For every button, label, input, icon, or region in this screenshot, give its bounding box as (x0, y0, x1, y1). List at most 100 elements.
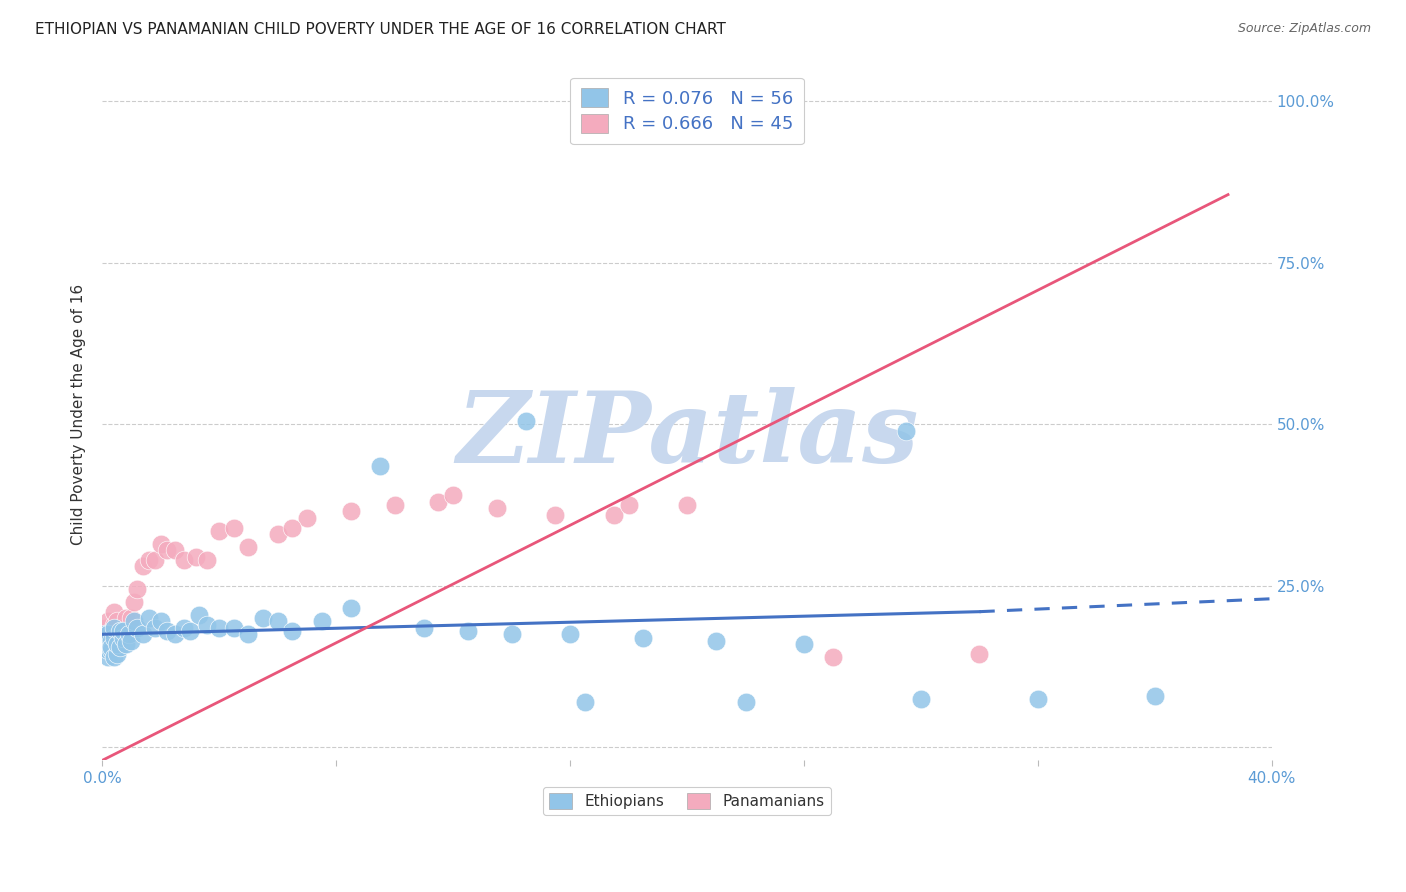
Point (103, 649, 125, 664)
Text: ETHIOPIAN VS PANAMANIAN CHILD POVERTY UNDER THE AGE OF 16 CORRELATION CHART: ETHIOPIAN VS PANAMANIAN CHILD POVERTY UN… (35, 22, 725, 37)
Point (165, 543, 187, 558)
Point (574, 695, 596, 709)
Text: ZIPatlas: ZIPatlas (456, 387, 918, 483)
Point (197, 617, 219, 632)
Point (823, 649, 845, 664)
Point (266, 615, 288, 629)
Point (208, 621, 231, 635)
Point (384, 498, 406, 512)
Y-axis label: Child Poverty Under the Age of 16: Child Poverty Under the Age of 16 (72, 284, 86, 545)
Point (100, 633, 122, 648)
Point (103, 605, 125, 619)
Text: Source: ZipAtlas.com: Source: ZipAtlas.com (1237, 22, 1371, 36)
Point (222, 520, 245, 534)
Point (120, 633, 142, 648)
Point (97, 627, 120, 641)
Point (603, 508, 626, 522)
Point (149, 537, 172, 551)
Point (97, 643, 120, 657)
Point (197, 553, 219, 567)
Point (441, 488, 464, 502)
Point (94, 637, 117, 651)
Point (457, 624, 479, 638)
Point (515, 414, 537, 428)
Point (103, 621, 125, 635)
Point (127, 621, 149, 635)
Point (111, 621, 134, 635)
Point (117, 627, 139, 641)
Point (97, 615, 120, 629)
Point (222, 621, 245, 635)
Point (184, 549, 207, 564)
Point (149, 615, 172, 629)
Point (103, 617, 125, 632)
Point (173, 621, 195, 635)
Point (105, 647, 128, 661)
Point (105, 615, 128, 629)
Point (339, 601, 361, 615)
Point (558, 627, 581, 641)
Point (1026, 692, 1049, 706)
Point (173, 553, 195, 567)
Point (132, 627, 155, 641)
Point (143, 553, 166, 567)
Point (155, 624, 177, 638)
Point (1143, 689, 1166, 703)
Point (339, 504, 361, 518)
Point (100, 643, 122, 657)
Point (485, 501, 508, 516)
Point (108, 624, 131, 638)
Point (103, 631, 125, 645)
Point (124, 595, 146, 609)
Point (704, 633, 727, 648)
Point (94, 640, 117, 655)
Point (94, 640, 117, 655)
Point (412, 621, 434, 635)
Point (155, 543, 177, 558)
Point (208, 524, 231, 538)
Point (311, 615, 333, 629)
Point (127, 582, 149, 596)
Point (132, 559, 155, 574)
Point (138, 553, 160, 567)
Point (97, 640, 120, 655)
Point (501, 627, 523, 641)
Point (544, 508, 567, 522)
Point (734, 695, 756, 709)
Point (281, 520, 304, 534)
Point (793, 637, 815, 651)
Point (266, 527, 288, 541)
Point (187, 607, 209, 622)
Point (631, 631, 654, 645)
Point (114, 637, 136, 651)
Point (100, 624, 122, 638)
Point (100, 640, 122, 655)
Point (111, 631, 134, 645)
Legend: Ethiopians, Panamanians: Ethiopians, Panamanians (543, 787, 831, 815)
Point (896, 424, 918, 438)
Point (97, 649, 120, 664)
Point (105, 637, 128, 651)
Point (427, 494, 450, 508)
Point (94, 627, 117, 641)
Point (97, 627, 120, 641)
Point (281, 624, 304, 638)
Point (617, 498, 640, 512)
Point (143, 621, 166, 635)
Point (138, 611, 160, 625)
Point (100, 633, 122, 648)
Point (179, 624, 201, 638)
Point (120, 611, 142, 625)
Point (238, 540, 260, 554)
Point (108, 633, 131, 648)
Point (252, 611, 274, 625)
Point (910, 692, 932, 706)
Point (165, 627, 187, 641)
Point (94, 621, 117, 635)
Point (105, 627, 128, 641)
Point (117, 627, 139, 641)
Point (676, 498, 699, 512)
Point (368, 459, 391, 474)
Point (969, 647, 991, 661)
Point (295, 511, 318, 525)
